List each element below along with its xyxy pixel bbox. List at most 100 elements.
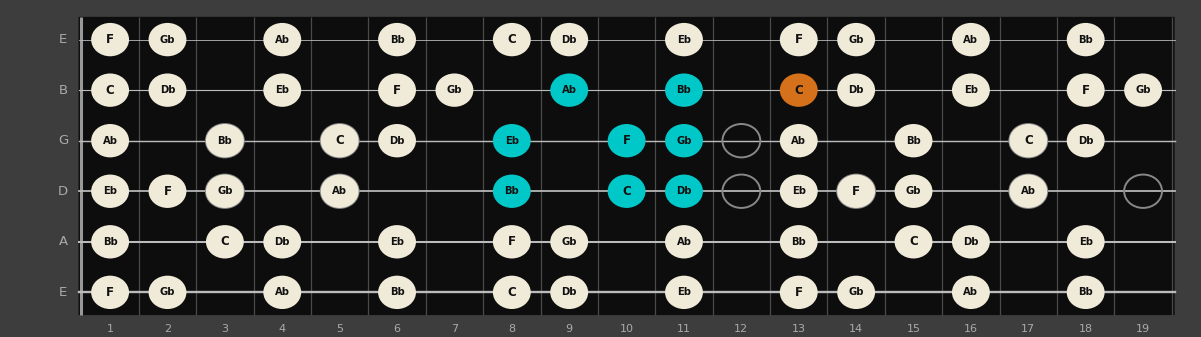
Circle shape bbox=[436, 73, 473, 107]
Circle shape bbox=[779, 124, 818, 157]
Circle shape bbox=[149, 23, 186, 56]
Text: B: B bbox=[59, 84, 67, 97]
Circle shape bbox=[263, 73, 301, 107]
Circle shape bbox=[837, 23, 876, 56]
Text: F: F bbox=[508, 235, 515, 248]
Circle shape bbox=[1066, 124, 1105, 157]
Text: F: F bbox=[853, 185, 860, 198]
Text: Gb: Gb bbox=[906, 186, 921, 196]
Text: 6: 6 bbox=[394, 324, 401, 334]
Text: C: C bbox=[1024, 134, 1033, 147]
Circle shape bbox=[837, 175, 876, 208]
Text: Ab: Ab bbox=[963, 287, 979, 297]
Circle shape bbox=[665, 73, 703, 107]
Circle shape bbox=[149, 276, 186, 309]
Circle shape bbox=[1009, 124, 1047, 157]
Circle shape bbox=[1066, 23, 1105, 56]
Text: 2: 2 bbox=[163, 324, 171, 334]
Text: Eb: Eb bbox=[1078, 237, 1093, 247]
Text: C: C bbox=[508, 33, 516, 46]
Text: Eb: Eb bbox=[677, 287, 691, 297]
Text: C: C bbox=[106, 84, 114, 97]
Circle shape bbox=[1066, 225, 1105, 258]
Circle shape bbox=[91, 175, 129, 208]
Circle shape bbox=[492, 175, 531, 208]
Circle shape bbox=[1009, 175, 1047, 208]
Text: Eb: Eb bbox=[677, 35, 691, 44]
Text: C: C bbox=[622, 185, 631, 198]
Text: Bb: Bb bbox=[217, 136, 232, 146]
Text: Gb: Gb bbox=[561, 237, 576, 247]
Circle shape bbox=[952, 225, 990, 258]
Circle shape bbox=[492, 124, 531, 157]
Text: Db: Db bbox=[561, 287, 576, 297]
Text: Eb: Eb bbox=[791, 186, 806, 196]
Circle shape bbox=[205, 175, 244, 208]
Text: Gb: Gb bbox=[848, 35, 864, 44]
Text: F: F bbox=[1082, 84, 1089, 97]
Text: 11: 11 bbox=[677, 324, 691, 334]
Text: Ab: Ab bbox=[275, 35, 289, 44]
Text: 15: 15 bbox=[907, 324, 920, 334]
Text: Eb: Eb bbox=[504, 136, 519, 146]
Text: 5: 5 bbox=[336, 324, 343, 334]
Circle shape bbox=[263, 225, 301, 258]
Text: F: F bbox=[106, 286, 114, 299]
Text: Gb: Gb bbox=[217, 186, 233, 196]
Text: F: F bbox=[795, 33, 802, 46]
Circle shape bbox=[378, 23, 416, 56]
Circle shape bbox=[149, 175, 186, 208]
Circle shape bbox=[91, 23, 129, 56]
Text: Gb: Gb bbox=[160, 35, 175, 44]
Circle shape bbox=[779, 73, 818, 107]
Circle shape bbox=[952, 73, 990, 107]
Text: Bb: Bb bbox=[389, 35, 405, 44]
Text: F: F bbox=[393, 84, 401, 97]
Text: Bb: Bb bbox=[1078, 287, 1093, 297]
Text: Bb: Bb bbox=[906, 136, 921, 146]
Circle shape bbox=[550, 225, 588, 258]
Text: Eb: Eb bbox=[964, 85, 978, 95]
Text: Eb: Eb bbox=[390, 237, 404, 247]
Text: Gb: Gb bbox=[676, 136, 692, 146]
Circle shape bbox=[263, 276, 301, 309]
Circle shape bbox=[837, 276, 876, 309]
Text: Db: Db bbox=[561, 35, 576, 44]
Text: Bb: Bb bbox=[791, 237, 806, 247]
Circle shape bbox=[952, 23, 990, 56]
Text: Db: Db bbox=[963, 237, 979, 247]
Text: F: F bbox=[622, 134, 631, 147]
Text: Db: Db bbox=[275, 237, 289, 247]
Text: Eb: Eb bbox=[275, 85, 289, 95]
Text: Gb: Gb bbox=[1135, 85, 1151, 95]
Circle shape bbox=[492, 23, 531, 56]
Text: Ab: Ab bbox=[102, 136, 118, 146]
Text: Db: Db bbox=[848, 85, 864, 95]
Text: 14: 14 bbox=[849, 324, 864, 334]
Text: 3: 3 bbox=[221, 324, 228, 334]
Text: C: C bbox=[221, 235, 229, 248]
Text: Gb: Gb bbox=[848, 287, 864, 297]
Text: Eb: Eb bbox=[103, 186, 118, 196]
Text: 10: 10 bbox=[620, 324, 634, 334]
Circle shape bbox=[608, 124, 645, 157]
Text: C: C bbox=[508, 286, 516, 299]
Circle shape bbox=[321, 175, 359, 208]
Text: Ab: Ab bbox=[963, 35, 979, 44]
Circle shape bbox=[779, 276, 818, 309]
Circle shape bbox=[665, 124, 703, 157]
Text: 8: 8 bbox=[508, 324, 515, 334]
Circle shape bbox=[91, 276, 129, 309]
Text: Gb: Gb bbox=[160, 287, 175, 297]
Circle shape bbox=[91, 73, 129, 107]
Circle shape bbox=[665, 175, 703, 208]
Text: Ab: Ab bbox=[676, 237, 692, 247]
Text: 18: 18 bbox=[1078, 324, 1093, 334]
Text: 17: 17 bbox=[1021, 324, 1035, 334]
Text: F: F bbox=[163, 185, 172, 198]
Text: C: C bbox=[794, 84, 803, 97]
Circle shape bbox=[205, 225, 244, 258]
Circle shape bbox=[837, 73, 876, 107]
Circle shape bbox=[1066, 73, 1105, 107]
Text: Ab: Ab bbox=[1021, 186, 1035, 196]
